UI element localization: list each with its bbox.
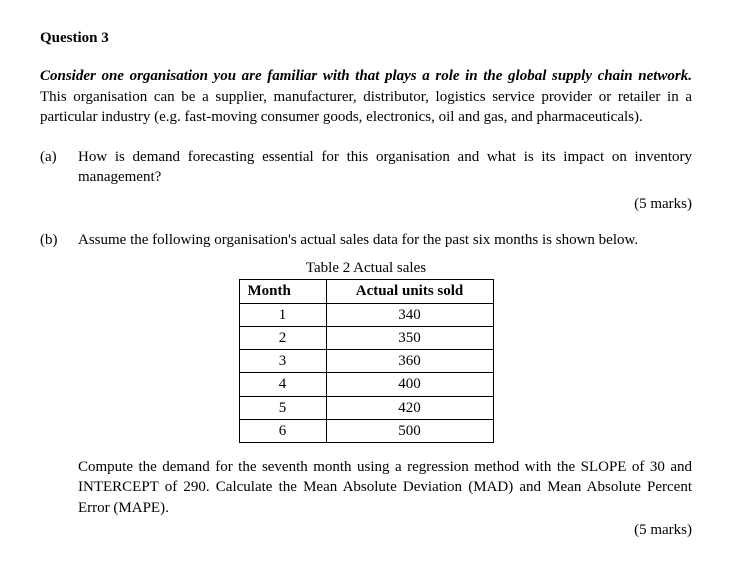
intro-rest: This organisation can be a supplier, man… (40, 89, 692, 125)
cell-month: 2 (239, 326, 326, 349)
cell-month: 6 (239, 419, 326, 442)
table-caption: Table 2 Actual sales (40, 258, 692, 278)
part-b: (b) Assume the following organisation's … (40, 230, 692, 250)
cell-units: 400 (326, 373, 493, 396)
intro-lead: Consider one organisation you are famili… (40, 68, 692, 84)
table-row: 5 420 (239, 396, 493, 419)
part-b-after-table: Compute the demand for the seventh month… (78, 457, 692, 518)
part-b-label: (b) (40, 230, 78, 250)
table-header-row: Month Actual units sold (239, 280, 493, 303)
cell-units: 420 (326, 396, 493, 419)
part-a-text: How is demand forecasting essential for … (78, 147, 692, 188)
cell-month: 5 (239, 396, 326, 419)
col-month: Month (239, 280, 326, 303)
part-a-label: (a) (40, 147, 78, 188)
cell-month: 3 (239, 350, 326, 373)
part-b-text: Assume the following organisation's actu… (78, 230, 692, 250)
part-a-marks: (5 marks) (40, 194, 692, 214)
cell-units: 340 (326, 303, 493, 326)
question-intro: Consider one organisation you are famili… (40, 66, 692, 127)
cell-month: 4 (239, 373, 326, 396)
table-row: 4 400 (239, 373, 493, 396)
cell-units: 500 (326, 419, 493, 442)
table-row: 2 350 (239, 326, 493, 349)
table-row: 3 360 (239, 350, 493, 373)
table-row: 6 500 (239, 419, 493, 442)
table-row: 1 340 (239, 303, 493, 326)
cell-units: 360 (326, 350, 493, 373)
cell-units: 350 (326, 326, 493, 349)
cell-month: 1 (239, 303, 326, 326)
part-a: (a) How is demand forecasting essential … (40, 147, 692, 188)
sales-table: Month Actual units sold 1 340 2 350 3 36… (239, 279, 494, 443)
part-b-marks: (5 marks) (40, 520, 692, 540)
question-title: Question 3 (40, 28, 692, 48)
col-units: Actual units sold (326, 280, 493, 303)
